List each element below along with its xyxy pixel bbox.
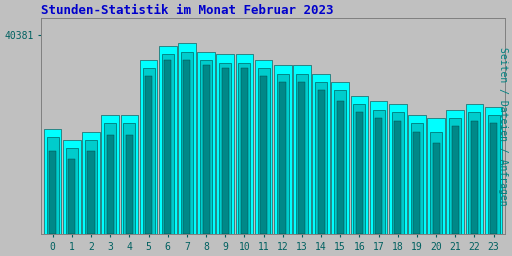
Bar: [471, 121, 478, 234]
Bar: [392, 112, 403, 234]
Bar: [312, 74, 330, 234]
Bar: [337, 101, 344, 234]
Bar: [296, 74, 308, 234]
Bar: [317, 90, 325, 234]
Bar: [331, 82, 349, 234]
Bar: [145, 77, 152, 234]
Bar: [375, 118, 382, 234]
Bar: [183, 60, 190, 234]
Bar: [370, 101, 388, 234]
Bar: [44, 129, 61, 234]
Bar: [254, 60, 272, 234]
Bar: [123, 123, 135, 234]
Bar: [276, 74, 289, 234]
Bar: [293, 65, 311, 234]
Bar: [394, 121, 401, 234]
Bar: [258, 68, 269, 234]
Bar: [181, 51, 193, 234]
Bar: [88, 151, 95, 234]
Text: Stunden-Statistik im Monat Februar 2023: Stunden-Statistik im Monat Februar 2023: [41, 4, 334, 17]
Bar: [446, 110, 464, 234]
Bar: [66, 148, 78, 234]
Bar: [452, 126, 459, 234]
Bar: [197, 51, 215, 234]
Bar: [162, 54, 174, 234]
Bar: [164, 60, 171, 234]
Bar: [449, 118, 461, 234]
Bar: [104, 123, 116, 234]
Bar: [334, 90, 346, 234]
Bar: [490, 123, 497, 234]
Bar: [47, 137, 59, 234]
Bar: [413, 132, 420, 234]
Bar: [217, 54, 234, 234]
Bar: [222, 68, 229, 234]
Bar: [427, 118, 445, 234]
Bar: [356, 112, 363, 234]
Bar: [219, 63, 231, 234]
Bar: [487, 115, 500, 234]
Bar: [260, 77, 267, 234]
Bar: [63, 140, 81, 234]
Bar: [279, 82, 286, 234]
Bar: [315, 82, 327, 234]
Bar: [140, 60, 157, 234]
Bar: [236, 54, 253, 234]
Bar: [468, 112, 480, 234]
Y-axis label: Seiten / Dateien / Anfragen: Seiten / Dateien / Anfragen: [498, 47, 508, 206]
Bar: [430, 132, 442, 234]
Bar: [274, 65, 291, 234]
Bar: [142, 68, 155, 234]
Bar: [408, 115, 425, 234]
Bar: [433, 143, 440, 234]
Bar: [351, 96, 368, 234]
Bar: [241, 68, 248, 234]
Bar: [389, 104, 407, 234]
Bar: [120, 115, 138, 234]
Bar: [49, 151, 56, 234]
Bar: [101, 115, 119, 234]
Bar: [298, 82, 305, 234]
Bar: [411, 123, 423, 234]
Bar: [126, 135, 133, 234]
Bar: [353, 104, 366, 234]
Bar: [106, 135, 114, 234]
Bar: [200, 60, 212, 234]
Bar: [178, 43, 196, 234]
Bar: [68, 159, 75, 234]
Bar: [373, 110, 385, 234]
Bar: [159, 46, 177, 234]
Bar: [239, 63, 250, 234]
Bar: [203, 65, 209, 234]
Bar: [85, 140, 97, 234]
Bar: [82, 132, 100, 234]
Bar: [465, 104, 483, 234]
Bar: [485, 107, 502, 234]
